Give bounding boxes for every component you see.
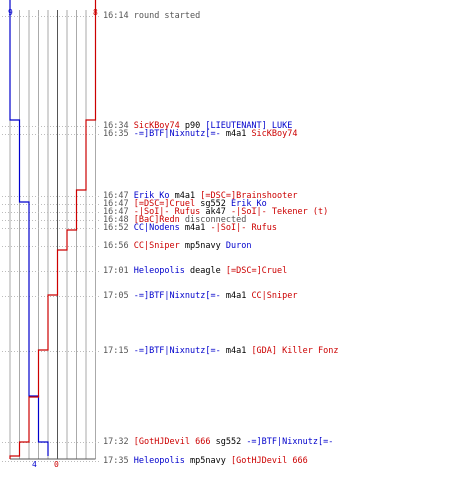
event-text: [=DSC=]Brainshooter bbox=[200, 191, 298, 201]
kill-log-row: 16:47 Erik_Ko m4a1 [=DSC=]Brainshooter bbox=[103, 191, 298, 201]
event-text: ak47 bbox=[200, 207, 231, 217]
event-text: -=]BTF|Nixnutz[=- bbox=[133, 291, 221, 301]
event-text: -=]BTF|Nixnutz[=- bbox=[133, 346, 221, 356]
blue-end-score: 4 bbox=[32, 460, 37, 469]
event-timestamp: 16:34 bbox=[103, 121, 134, 131]
event-timestamp: 16:47 bbox=[103, 199, 134, 209]
kill-log-row: 16:47 -|SoI|- Rufus ak47 -|SoI|- Tekener… bbox=[103, 207, 328, 217]
event-text: m4a1 bbox=[179, 223, 211, 233]
event-text: deagle bbox=[184, 266, 226, 276]
event-timestamp: 17:32 bbox=[103, 437, 134, 447]
event-text: sg552 bbox=[195, 199, 231, 209]
event-text: [GotHJDevil 666 bbox=[133, 437, 211, 447]
event-timestamp: 16:14 bbox=[103, 11, 134, 21]
event-text: sg552 bbox=[210, 437, 247, 447]
kill-log-row: 17:35 Heleopolis mp5navy [GotHJDevil 666 bbox=[103, 456, 308, 466]
kill-log-row: 17:05 -=]BTF|Nixnutz[=- m4a1 CC|Sniper bbox=[103, 291, 298, 301]
event-text: -|SoI|- Tekener (t) bbox=[230, 207, 329, 217]
kill-log-row: 16:34 SicKBoy74 p90 [LIEUTENANT] LUKE bbox=[103, 121, 292, 131]
red-end-score: 0 bbox=[54, 460, 59, 469]
event-text: disconnected bbox=[179, 215, 247, 225]
event-text: -=]BTF|Nixnutz[=- bbox=[133, 129, 221, 139]
kill-log-row: 16:47 [=DSC=]Cruel sg552 Erik_Ko bbox=[103, 199, 267, 209]
event-text: [=DSC=]Cruel bbox=[133, 199, 196, 209]
event-text: Erik_Ko bbox=[230, 199, 267, 209]
event-text: CC|Nodens bbox=[133, 223, 180, 233]
event-text: m4a1 bbox=[220, 346, 252, 356]
grid-lines bbox=[9, 10, 96, 460]
kill-log-row: 16:14 round started bbox=[103, 11, 200, 21]
event-text: p90 bbox=[179, 121, 206, 131]
event-text: -=]BTF|Nixnutz[=- bbox=[246, 437, 334, 447]
event-text: mp5navy bbox=[184, 456, 231, 466]
blue-start-score: 9 bbox=[8, 8, 13, 17]
event-text: CC|Sniper bbox=[133, 241, 180, 251]
red-start-score: 8 bbox=[93, 8, 98, 17]
event-timestamp: 16:47 bbox=[103, 191, 134, 201]
event-text: m4a1 bbox=[220, 129, 252, 139]
event-text: Heleopolis bbox=[133, 456, 185, 466]
score-lines bbox=[9, 0, 97, 459]
event-text: -|SoI|- Rufus bbox=[133, 207, 201, 217]
kill-log-row: 17:32 [GotHJDevil 666 sg552 -=]BTF|Nixnu… bbox=[103, 437, 333, 447]
kill-log-row: 17:01 Heleopolis deagle [=DSC=]Cruel bbox=[103, 266, 287, 276]
event-text: Duron bbox=[225, 241, 252, 251]
event-text: -|SoI|- Rufus bbox=[210, 223, 278, 233]
kill-log-row: 16:48 [BaC]Redn disconnected bbox=[103, 215, 246, 225]
event-timestamp: 17:15 bbox=[103, 346, 134, 356]
kill-log-row: 16:56 CC|Sniper mp5navy Duron bbox=[103, 241, 251, 251]
event-text: SicKBoy74 bbox=[133, 121, 180, 131]
event-guides bbox=[2, 16, 100, 462]
event-timestamp: 17:01 bbox=[103, 266, 134, 276]
event-text: mp5navy bbox=[179, 241, 226, 251]
event-text: [=DSC=]Cruel bbox=[225, 266, 288, 276]
event-timestamp: 17:05 bbox=[103, 291, 134, 301]
event-timestamp: 16:35 bbox=[103, 129, 134, 139]
event-text: [BaC]Redn bbox=[133, 215, 180, 225]
event-text: CC|Sniper bbox=[251, 291, 298, 301]
event-text: round started bbox=[133, 11, 201, 21]
kill-log-row: 16:35 -=]BTF|Nixnutz[=- m4a1 SicKBoy74 bbox=[103, 129, 298, 139]
event-text: [GotHJDevil 666 bbox=[230, 456, 308, 466]
event-text: SicKBoy74 bbox=[251, 129, 298, 139]
event-timestamp: 16:47 bbox=[103, 207, 134, 217]
blue-score-line bbox=[9, 0, 49, 456]
event-text: Erik_Ko bbox=[133, 191, 170, 201]
event-timestamp: 16:52 bbox=[103, 223, 134, 233]
kill-log-row: 17:15 -=]BTF|Nixnutz[=- m4a1 [GDA] Kille… bbox=[103, 346, 338, 356]
event-timestamp: 16:48 bbox=[103, 215, 134, 225]
event-text: [LIEUTENANT] LUKE bbox=[205, 121, 293, 131]
event-text: [GDA] Killer Fonz bbox=[251, 346, 339, 356]
event-text: m4a1 bbox=[169, 191, 201, 201]
event-text: m4a1 bbox=[220, 291, 252, 301]
red-score-line bbox=[9, 0, 97, 459]
kill-log-row: 16:52 CC|Nodens m4a1 -|SoI|- Rufus bbox=[103, 223, 277, 233]
event-text: Heleopolis bbox=[133, 266, 185, 276]
event-timestamp: 16:56 bbox=[103, 241, 134, 251]
event-timestamp: 17:35 bbox=[103, 456, 134, 466]
